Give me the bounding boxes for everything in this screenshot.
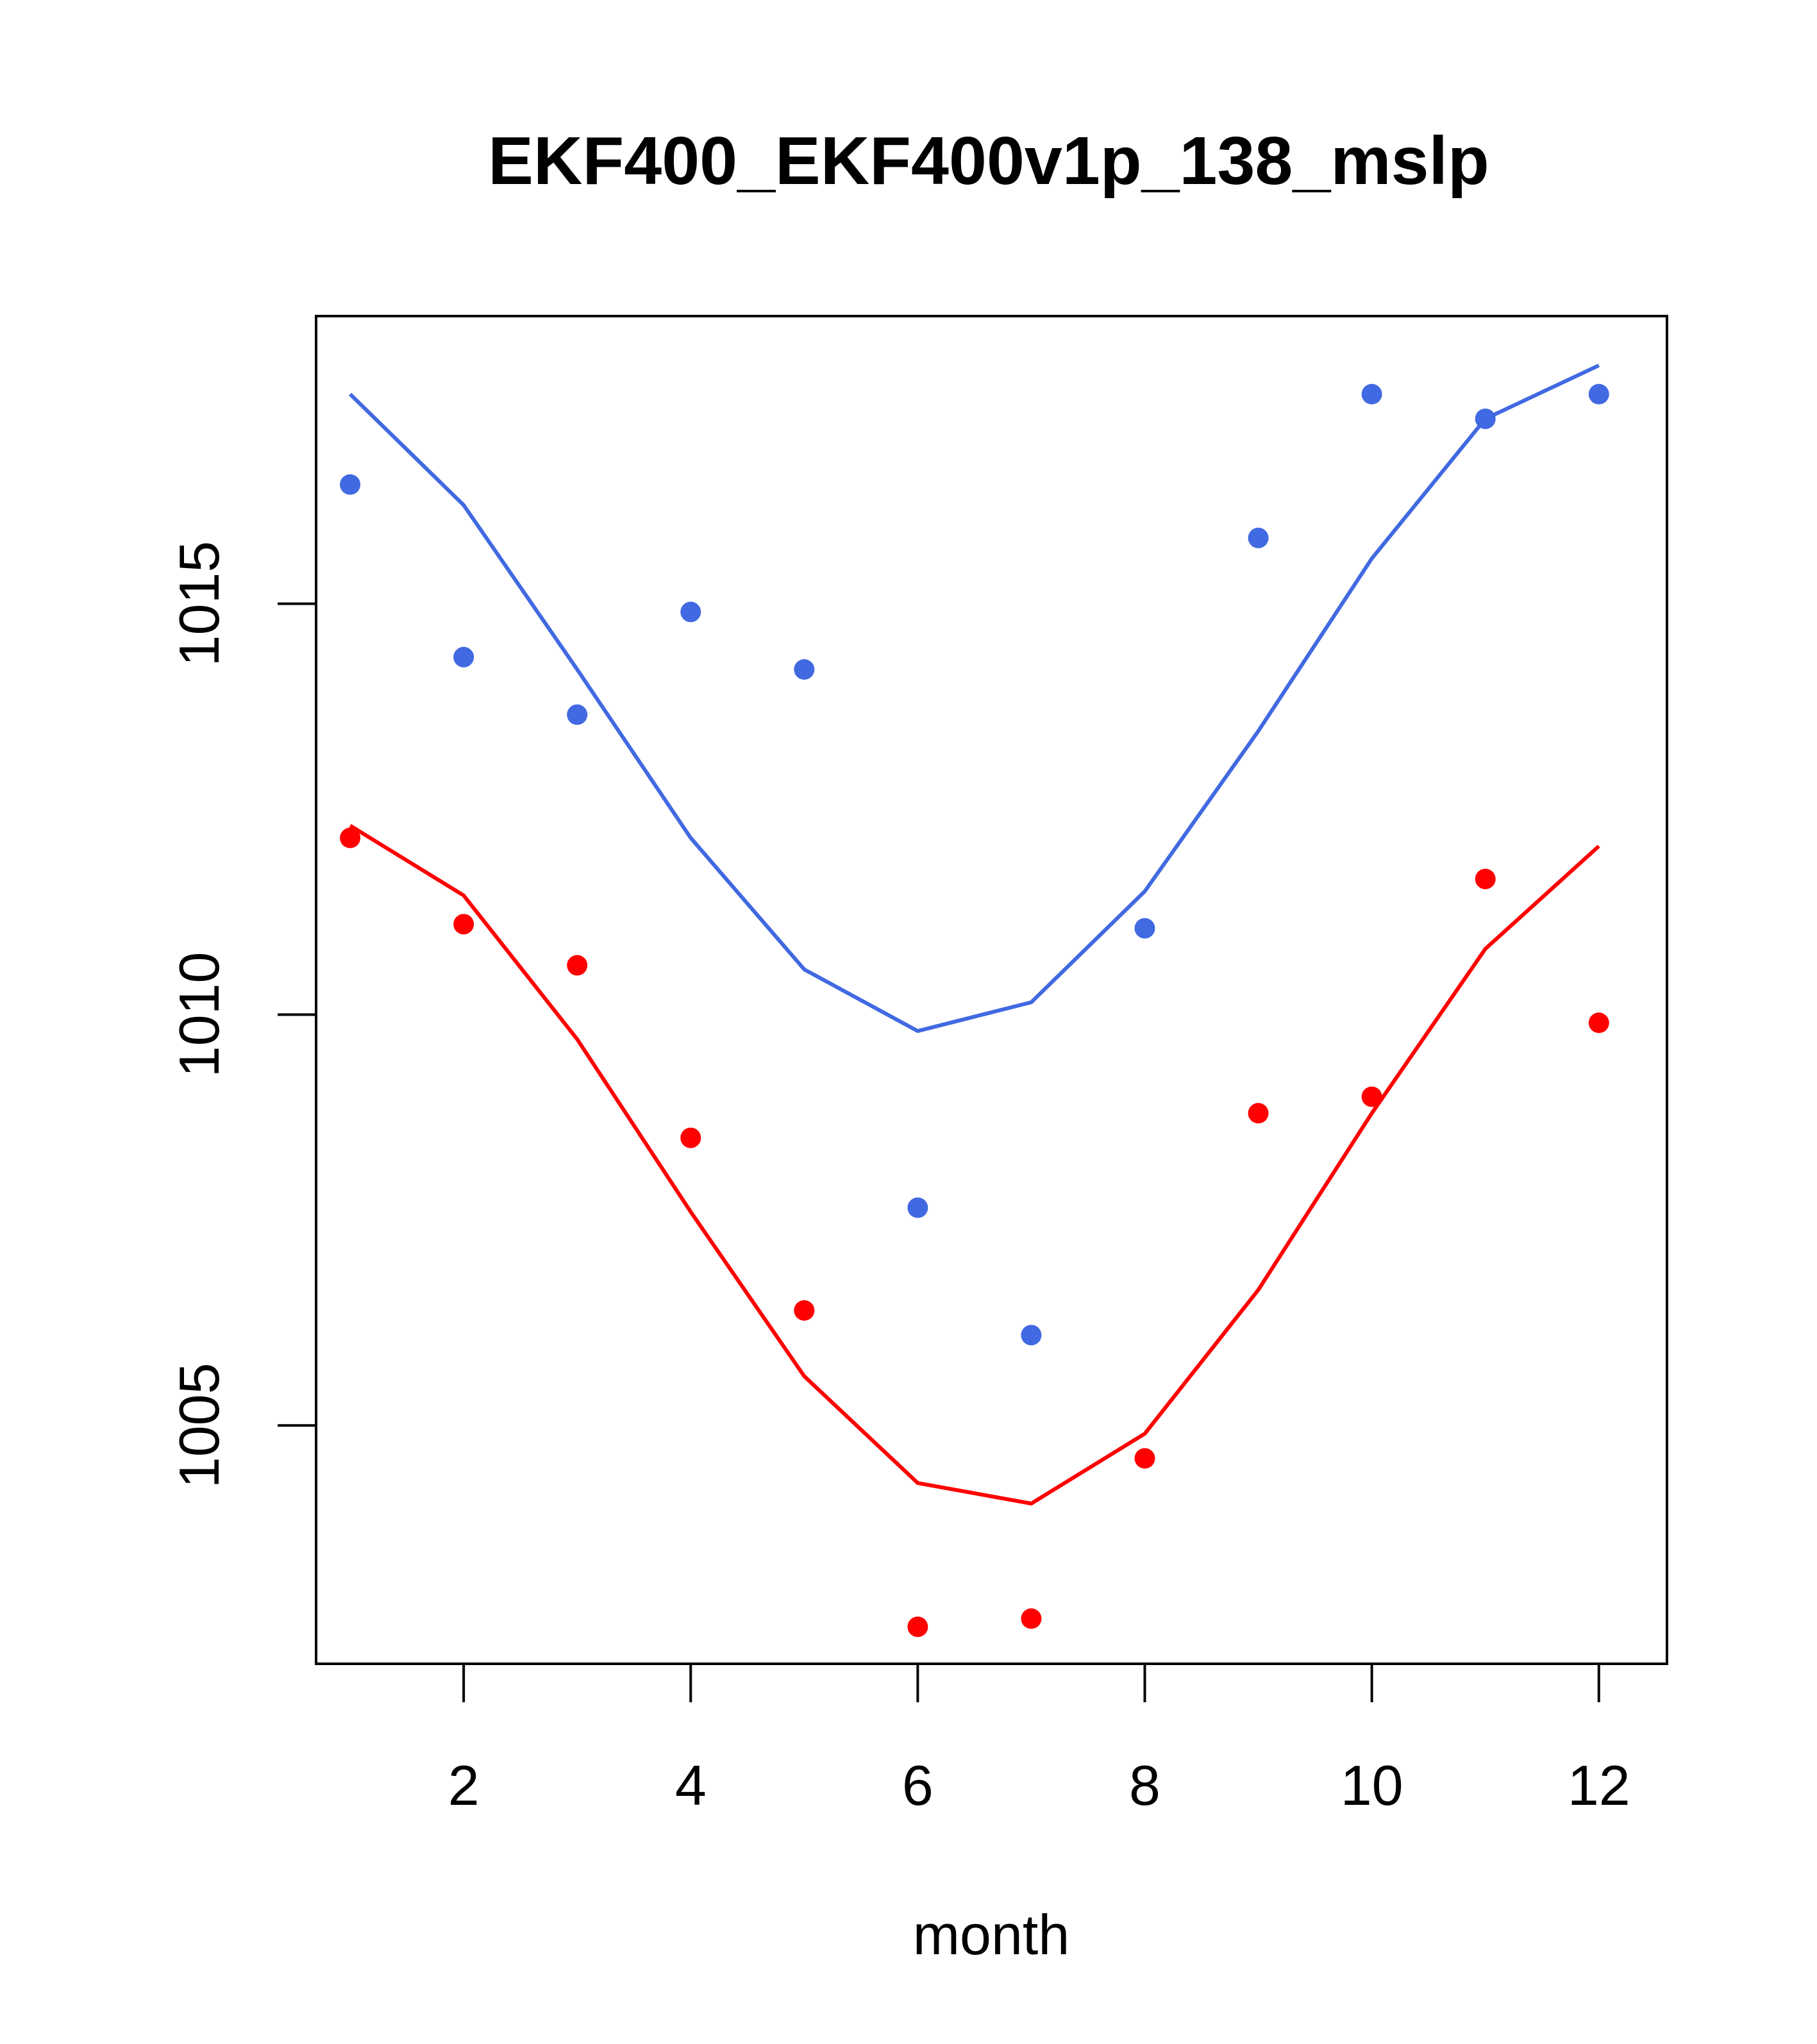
x-axis: 2 4 6 8 10 12 — [448, 1664, 1630, 1817]
y-tick-label: 1010 — [167, 952, 231, 1078]
y-tick-label: 1005 — [167, 1362, 231, 1488]
series-2-point — [680, 1127, 701, 1148]
x-tick-label: 2 — [448, 1754, 480, 1817]
series-2-point — [567, 955, 588, 976]
x-tick-label: 12 — [1568, 1754, 1630, 1817]
chart-title: EKF400_EKF400v1p_138_mslp — [488, 123, 1489, 199]
series-1-point — [907, 1197, 928, 1218]
x-tick-label: 4 — [675, 1754, 707, 1817]
x-axis-label: month — [913, 1903, 1070, 1966]
series-2-point — [1361, 1086, 1382, 1107]
series-1-point — [1021, 1325, 1042, 1346]
series-2-point — [1475, 868, 1496, 889]
series-1-point — [1248, 528, 1269, 549]
series-1-point — [680, 601, 701, 623]
series-2-point — [340, 827, 361, 848]
series-1-point — [340, 474, 361, 495]
series-2-point — [794, 1300, 815, 1321]
series-2-point — [1021, 1608, 1042, 1629]
series-1-point — [453, 646, 474, 667]
series-2-point — [453, 914, 474, 935]
series-1-point — [1134, 917, 1155, 939]
x-tick-label: 6 — [902, 1754, 934, 1817]
series-2-point — [1134, 1448, 1155, 1469]
series-1-point — [1361, 383, 1382, 405]
series-1-point — [1588, 383, 1609, 405]
series-1-point — [567, 704, 588, 725]
x-tick-label: 8 — [1129, 1754, 1160, 1817]
y-axis: 1005 1010 1015 — [167, 541, 316, 1488]
x-tick-label: 10 — [1341, 1754, 1403, 1817]
y-tick-label: 1015 — [167, 541, 231, 667]
series-2-point — [1248, 1103, 1269, 1124]
series-1-line — [349, 364, 1600, 1034]
series-layer — [340, 364, 1609, 1638]
series-2-point — [1588, 1012, 1609, 1034]
plot-frame — [315, 315, 1668, 1665]
series-2-point — [907, 1616, 928, 1638]
series-1-point — [794, 659, 815, 680]
series-2-line — [349, 824, 1600, 1506]
series-1-point — [1475, 408, 1496, 430]
